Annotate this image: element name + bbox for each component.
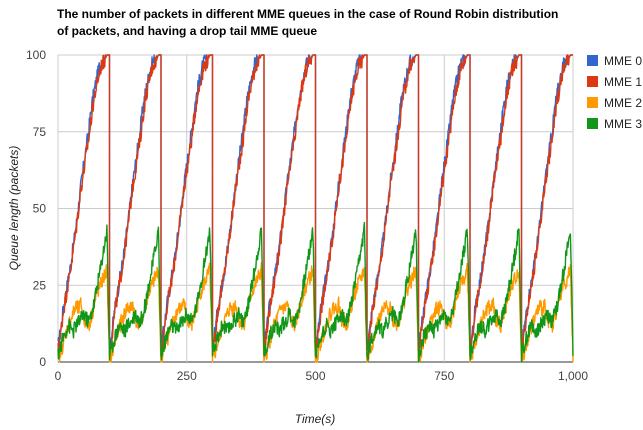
legend[interactable]: MME 0 MME 1 MME 2 MME 3 [587, 54, 642, 131]
y-tick-label: 75 [33, 125, 47, 139]
chart-title-line-2: of packets, and having a drop tail MME q… [57, 24, 317, 38]
legend-swatch[interactable] [587, 118, 598, 129]
legend-label[interactable]: MME 0 [604, 54, 642, 68]
series-layer [57, 54, 574, 363]
legend-swatch[interactable] [587, 97, 598, 108]
series-line-3 [57, 221, 574, 363]
x-tick-label: 250 [177, 369, 197, 383]
axes: 0 25 50 75 100 0 250 500 750 1,000 [26, 48, 588, 383]
x-axis-label: Time(s) [295, 412, 336, 426]
x-tick-label: 1,000 [558, 369, 588, 383]
legend-label[interactable]: MME 1 [604, 75, 642, 89]
legend-swatch[interactable] [587, 55, 598, 66]
legend-swatch[interactable] [587, 76, 598, 87]
y-tick-label: 50 [33, 202, 47, 216]
x-tick-label: 500 [305, 369, 325, 383]
series-line-1 [57, 54, 574, 357]
y-axis-label: Queue length (packets) [7, 146, 21, 271]
y-tick-label: 0 [39, 355, 46, 369]
legend-label[interactable]: MME 3 [604, 117, 642, 131]
y-tick-label: 100 [26, 48, 46, 62]
x-tick-label: 0 [55, 369, 62, 383]
chart-title-line-1: The number of packets in different MME q… [57, 7, 558, 21]
x-tick-label: 750 [434, 369, 454, 383]
y-tick-label: 25 [33, 278, 47, 292]
legend-label[interactable]: MME 2 [604, 96, 642, 110]
